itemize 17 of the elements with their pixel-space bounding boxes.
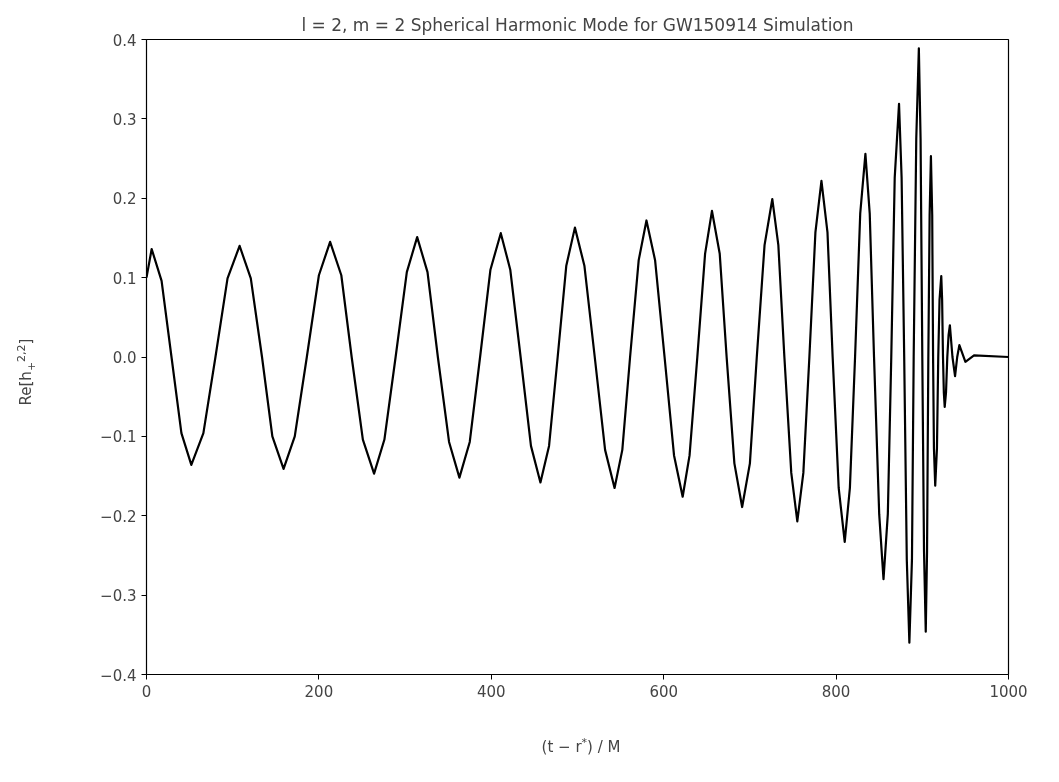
y-tick-label: −0.3 (100, 587, 137, 606)
y-tick-label: 0.0 (112, 349, 137, 367)
y-tick-label: 0.4 (112, 31, 137, 50)
x-tick-label: 0 (141, 682, 152, 701)
x-tick-label: 600 (649, 682, 679, 701)
y-tick-label: 0.3 (112, 110, 137, 129)
x-tick-label: 1000 (989, 682, 1028, 701)
y-tick-label: −0.2 (100, 507, 137, 526)
x-tick-label: 200 (304, 682, 334, 701)
chart-title: l = 2, m = 2 Spherical Harmonic Mode for GW150914 Simulation (301, 14, 854, 35)
y-tick-label: −0.4 (100, 666, 137, 685)
x-tick-label: 800 (821, 682, 851, 701)
y-tick-label: −0.1 (100, 428, 137, 447)
x-axis-title: (t − r$^{*}$) / M (541, 735, 621, 758)
y-tick-label: 0.2 (112, 190, 137, 209)
x-tick-label: 400 (476, 682, 506, 701)
y-tick-label: 0.1 (112, 269, 137, 288)
